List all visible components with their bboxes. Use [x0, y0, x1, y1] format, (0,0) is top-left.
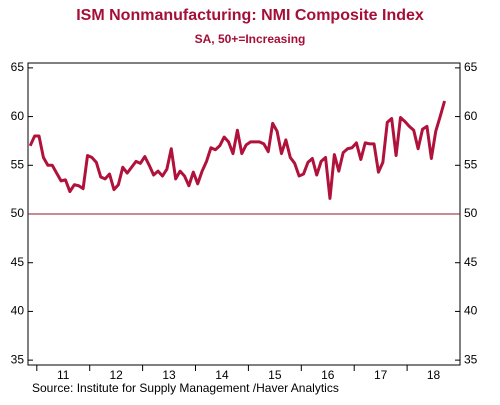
y-tick-label: 50 [11, 206, 25, 220]
y-tick-label: 55 [11, 157, 25, 171]
chart-title: ISM Nonmanufacturing: NMI Composite Inde… [76, 7, 424, 24]
y2-tick-label: 40 [464, 304, 478, 318]
x-tick-label: 15 [268, 368, 282, 382]
x-tick-label: 16 [321, 368, 335, 382]
x-tick-label: 12 [109, 368, 123, 382]
source: Source: Institute for Supply Management … [32, 381, 339, 395]
y2-tick-label: 65 [464, 60, 478, 74]
y2-tick-label: 45 [464, 255, 478, 269]
x-tick-label: 18 [427, 368, 441, 382]
data-line [28, 100, 447, 200]
y-tick-label: 35 [11, 352, 25, 366]
y2-tick-label: 35 [464, 352, 478, 366]
y-tick-label: 60 [11, 109, 25, 123]
y-tick-label: 65 [11, 60, 25, 74]
y2-tick-label: 60 [464, 109, 478, 123]
y2-tick-label: 55 [464, 157, 478, 171]
x-tick-label: 11 [57, 368, 70, 382]
x-tick-label: 13 [162, 368, 176, 382]
y-tick-label: 45 [11, 255, 25, 269]
chart-subtitle: SA, 50+=Increasing [195, 32, 306, 46]
x-tick-label: 17 [374, 368, 388, 382]
y-tick-label: 40 [11, 304, 25, 318]
x-tick-label: 14 [215, 368, 229, 382]
y2-tick-label: 50 [464, 206, 478, 220]
